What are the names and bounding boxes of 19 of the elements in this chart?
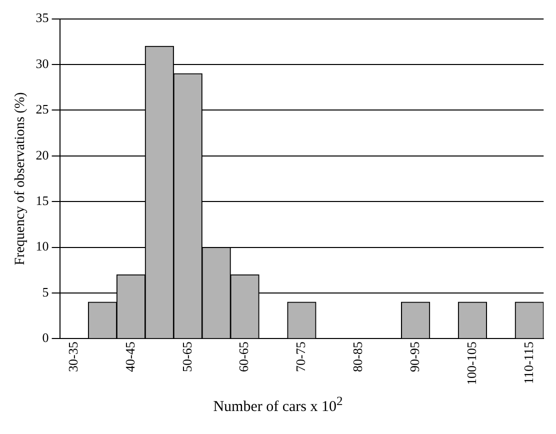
y-tick-label: 5 — [42, 284, 49, 300]
x-tick-label: 90-95 — [406, 342, 422, 372]
y-tick-label: 20 — [36, 147, 49, 162]
y-tick-label: 35 — [36, 10, 49, 26]
x-tick-label: 60-65 — [236, 342, 252, 372]
y-tick-label: 30 — [36, 56, 49, 71]
y-tick-label: 25 — [36, 102, 49, 117]
x-tick-label: 50-65 — [179, 342, 194, 372]
x-axis-title: Number of cars x 10$^{2}$ — [212, 394, 344, 416]
y-tick-label: 15 — [36, 193, 49, 208]
x-tick-label: 110-115 — [520, 342, 536, 384]
x-tick-label: 40-45 — [122, 342, 138, 372]
x-tick-label: 100-105 — [464, 342, 479, 386]
x-tick-label: 30-35 — [65, 342, 80, 372]
y-tick-label: 10 — [36, 238, 49, 254]
x-tick-label: 70-75 — [293, 342, 308, 372]
y-tick-label: 0 — [42, 330, 49, 346]
x-tick-label: 80-85 — [350, 342, 366, 372]
y-axis-title: Frequency of observations (%) — [13, 92, 28, 266]
